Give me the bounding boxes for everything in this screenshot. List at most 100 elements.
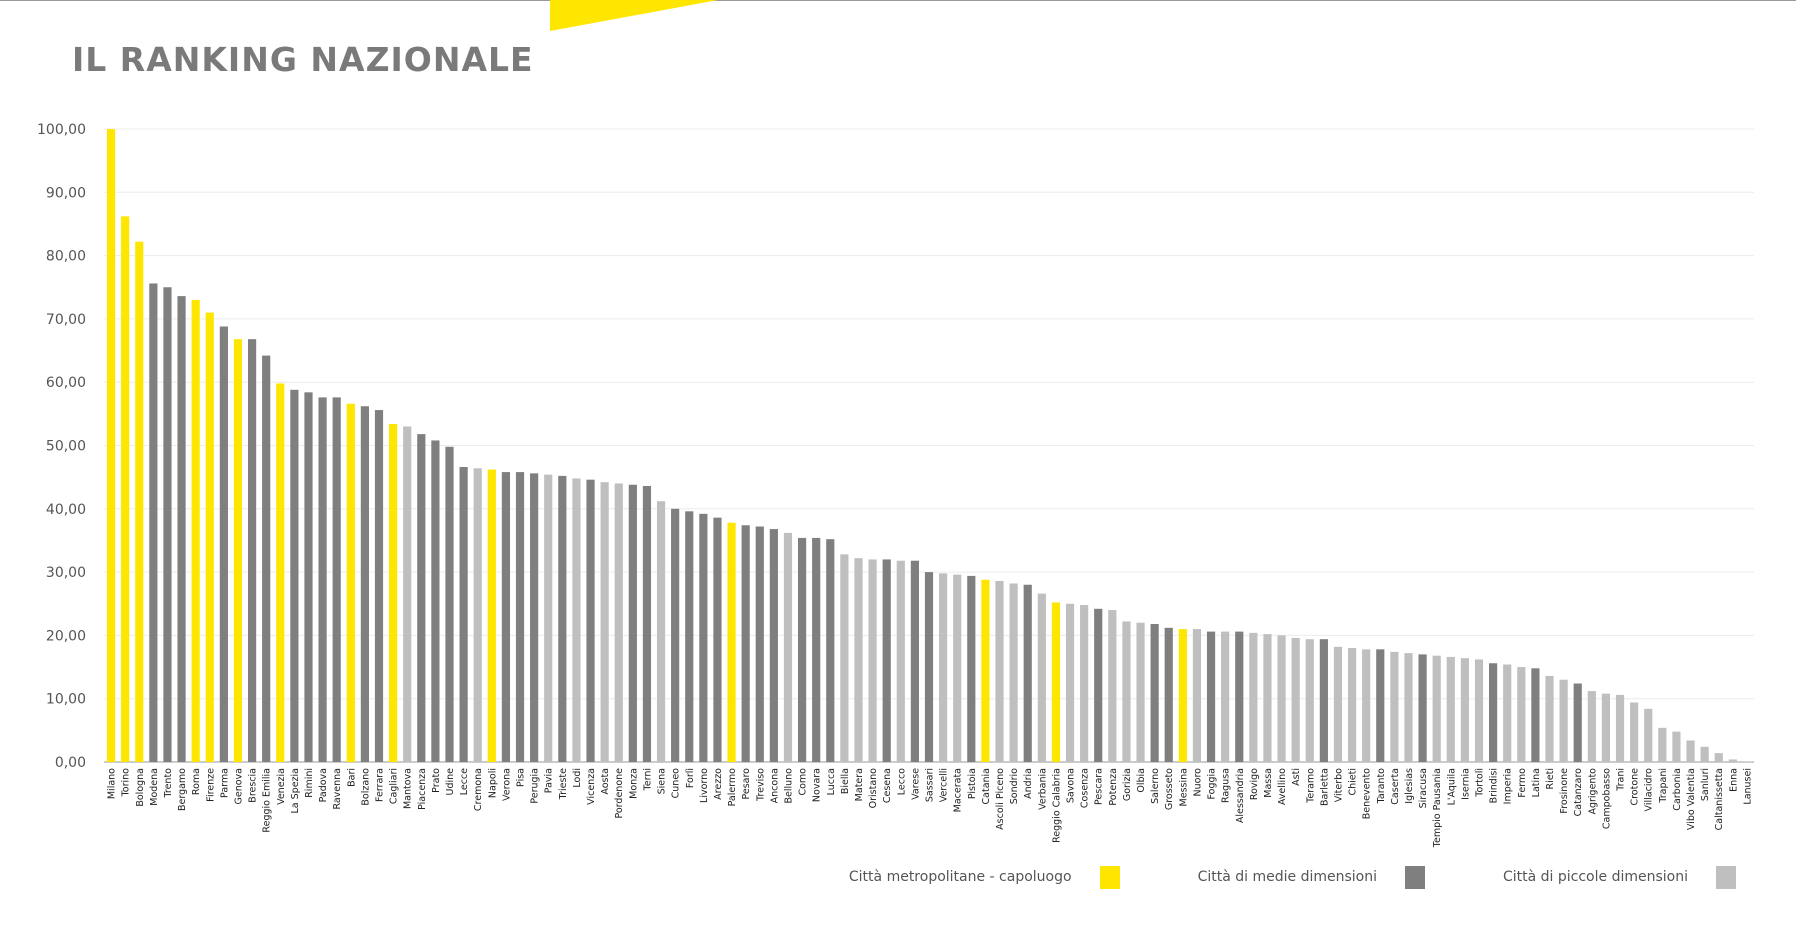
bar [473, 468, 482, 762]
bar [995, 580, 1004, 762]
bar [1362, 649, 1371, 762]
y-tick-label: 70,00 [46, 312, 86, 328]
x-tick-label: Siracusa [1418, 768, 1429, 808]
x-tick-label: Lodi [572, 768, 583, 788]
brand-wedge-shape [550, 0, 718, 31]
y-tick-label: 50,00 [46, 439, 86, 455]
x-tick-label: Como [798, 768, 809, 796]
x-tick-label: Arezzo [713, 768, 724, 800]
bar [1714, 753, 1723, 762]
x-tick-label: Lanusei [1742, 768, 1753, 805]
legend-item: Città metropolitane - capoluogo [848, 865, 1120, 889]
x-tick-label: Livorno [699, 768, 710, 803]
x-tick-label: Parma [219, 768, 230, 798]
bar [642, 486, 652, 762]
bar [106, 129, 116, 762]
x-tick-label: Reggio Emilia [262, 768, 273, 833]
x-tick-label: Trento [163, 768, 174, 799]
x-tick-label: Crotone [1630, 768, 1641, 806]
bar [374, 410, 384, 762]
x-tick-label: Pistoia [967, 768, 978, 799]
bar [1503, 664, 1512, 762]
bar [1009, 583, 1018, 762]
x-tick-label: Caltanissetta [1714, 768, 1725, 830]
bar [1319, 639, 1328, 762]
x-tick-label: Pescara [1094, 768, 1105, 805]
bar [205, 312, 214, 762]
bar [1404, 653, 1413, 762]
bar [1587, 691, 1596, 762]
bar [1418, 654, 1427, 762]
bar [741, 525, 750, 762]
bar [191, 299, 200, 762]
x-tick-label: Cuneo [671, 768, 682, 799]
bar [783, 532, 793, 762]
legend-label: Città metropolitane - capoluogo [848, 869, 1072, 885]
x-tick-label: Piacenza [417, 768, 428, 810]
x-tick-label: Lucca [826, 768, 837, 795]
bar [939, 573, 948, 762]
bar [953, 574, 962, 762]
bar [1150, 624, 1159, 762]
x-tick-label: Verbania [1037, 768, 1048, 810]
x-tick-label: Alessandria [1235, 768, 1246, 823]
bar [276, 383, 285, 762]
x-tick-label: Vicenza [586, 768, 597, 805]
x-tick-label: Agrigento [1587, 768, 1598, 815]
legend-label: Città di medie dimensioni [1197, 869, 1377, 885]
bar [290, 389, 299, 762]
y-tick-label: 90,00 [46, 185, 86, 201]
bar [304, 392, 313, 762]
bar [1080, 605, 1089, 762]
y-tick-label: 100,00 [37, 122, 86, 138]
x-tick-label: Biella [840, 768, 851, 794]
bar [812, 537, 821, 762]
bar [1644, 708, 1653, 762]
x-tick-label: Bari [346, 768, 357, 787]
x-tick-label: Olbia [1136, 768, 1147, 793]
bar [1235, 631, 1244, 762]
x-tick-label: Forlì [685, 768, 696, 788]
bar [755, 526, 764, 762]
x-tick-label: Vibo Valentia [1686, 768, 1697, 830]
x-tick-label: Verona [501, 768, 512, 801]
x-tick-label: Taranto [1376, 768, 1387, 805]
bar [1037, 593, 1046, 762]
x-tick-label: Milano [107, 768, 118, 799]
bar [1263, 634, 1272, 762]
bar [1517, 667, 1526, 762]
bar [1630, 702, 1639, 762]
bar [135, 241, 144, 763]
bar [1206, 631, 1216, 762]
x-tick-label: Mantova [403, 768, 414, 809]
bar [699, 513, 708, 762]
bar [403, 426, 412, 762]
x-tick-label: Pordenone [614, 768, 625, 819]
x-tick-label: La Spezia [290, 768, 301, 814]
x-tick-label: Salerno [1150, 768, 1161, 804]
bar [1390, 651, 1399, 762]
legend-item: Città di medie dimensioni [1197, 865, 1425, 889]
x-tick-label: Trapani [1658, 768, 1669, 804]
x-tick-label: Grosseto [1164, 768, 1175, 810]
bar [431, 440, 440, 762]
x-tick-label: Viterbo [1333, 768, 1344, 802]
bar [1559, 679, 1568, 762]
bar [1277, 635, 1286, 762]
bar [501, 472, 511, 762]
x-tick-label: Brescia [248, 768, 259, 803]
x-tick-label: Rovigo [1249, 768, 1260, 800]
bar [219, 326, 228, 762]
x-tick-label: Bergamo [177, 768, 188, 811]
bar [628, 484, 637, 762]
brand-wedge-logo [550, 0, 718, 31]
x-tick-label: Tempio Pausania [1432, 768, 1443, 848]
x-tick-label: Oristano [868, 768, 879, 809]
x-tick-label: Avellino [1277, 768, 1288, 805]
bar [967, 575, 976, 762]
bar [1023, 584, 1032, 762]
bar [1376, 649, 1385, 762]
x-tick-label: Novara [812, 768, 823, 802]
bar [163, 287, 172, 762]
x-tick-label: Aosta [600, 768, 611, 795]
